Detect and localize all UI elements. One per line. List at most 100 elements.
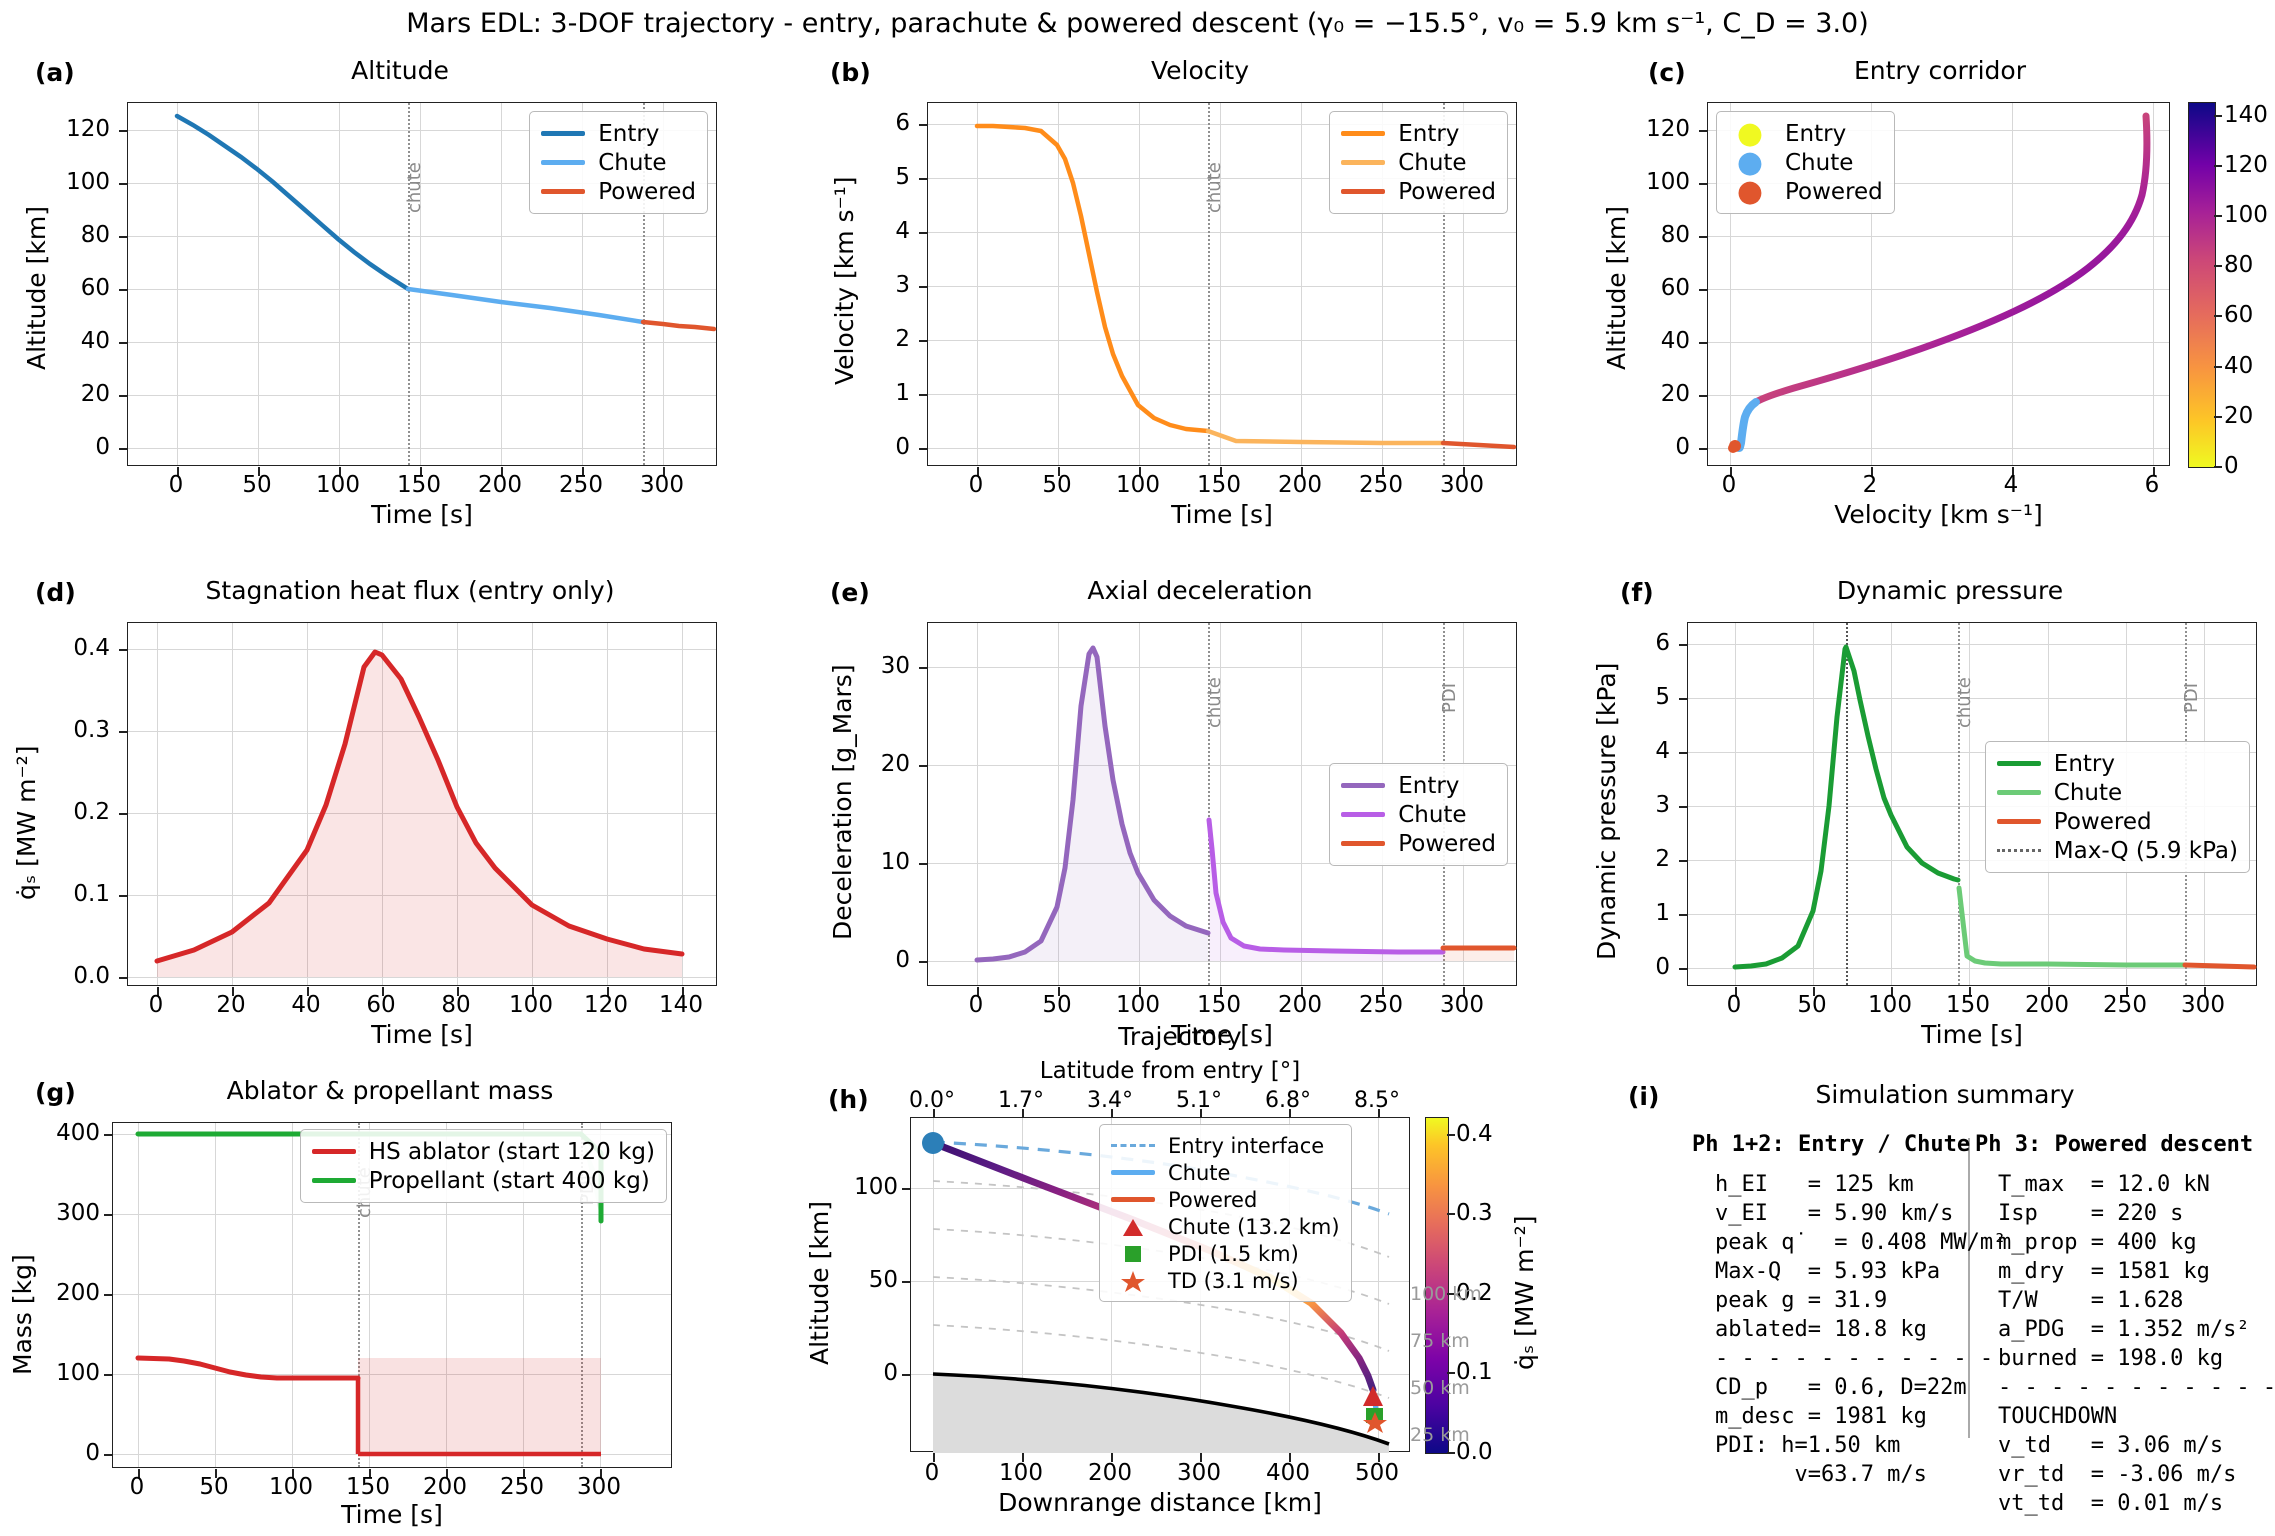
- panel-i-right-line-4: T/W = 1.628: [1998, 1288, 2184, 1313]
- panel-c-xtick-0: 0: [1721, 472, 1737, 498]
- panel-i-right-line-10: vr_td = -3.06 m/s: [1998, 1462, 2237, 1487]
- legend-label-ablator: HS ablator (start 120 kg): [368, 1138, 655, 1165]
- panel-h-toptick-5: 8.5°: [1354, 1088, 1400, 1113]
- panel-g-label: (g): [35, 1078, 76, 1107]
- panel-c-cbtick-2: 40: [2224, 353, 2254, 379]
- panel-g-xtick-2: 100: [269, 1474, 313, 1500]
- legend-label-chute: Chute: [1785, 149, 1854, 176]
- panel-b-ytick-1: 1: [895, 380, 910, 406]
- panel-a-xtick-1: 50: [242, 472, 272, 498]
- panel-e-xtick-5: 250: [1359, 992, 1403, 1018]
- panel-a-ytick-1: 20: [80, 381, 110, 407]
- legend-label-powered: Powered: [2053, 808, 2152, 835]
- panel-i-left-line-4: peak g = 31.9: [1715, 1288, 1888, 1313]
- legend-row-propellant: Propellant (start 400 kg): [311, 1166, 655, 1195]
- legend-row-ablator: HS ablator (start 120 kg): [311, 1137, 655, 1166]
- panel-d-axes: [119, 622, 717, 996]
- legend-marker-chute-triangle: [1111, 1217, 1155, 1237]
- panel-h-xtick-3: 300: [1177, 1460, 1221, 1486]
- panel-f-xtick-5: 250: [2103, 992, 2147, 1018]
- panel-h-label: (h): [828, 1085, 869, 1114]
- panel-e-ytick-2: 20: [880, 751, 910, 777]
- legend-label-propellant: Propellant (start 400 kg): [368, 1167, 650, 1194]
- panel-i-left-line-5: ablated= 18.8 kg: [1715, 1317, 1927, 1342]
- panel-g-ytick-0: 0: [85, 1440, 100, 1466]
- panel-b-label: (b): [830, 58, 871, 87]
- legend-label-pdi-marker: PDI (1.5 km): [1168, 1241, 1299, 1266]
- panel-e-label: (e): [830, 578, 870, 607]
- panel-a-xtick-4: 200: [478, 472, 522, 498]
- legend-swatch-entry: [1341, 783, 1386, 788]
- panel-c-cbtick-6: 120: [2224, 152, 2268, 178]
- panel-i-right-header: Ph 3: Powered descent: [1975, 1132, 2254, 1157]
- panel-h-cbtick-1: 0.1: [1456, 1359, 1493, 1385]
- legend-row-maxq: Max-Q (5.9 kPa): [1996, 836, 2238, 865]
- panel-e: (e) Axial deceleration chute PDI Entry: [810, 560, 1570, 1049]
- panel-c-ytick-3: 60: [1660, 275, 1690, 301]
- panel-e-ytick-3: 30: [880, 653, 910, 679]
- panel-e-xtick-4: 200: [1278, 992, 1322, 1018]
- panel-f-ytick-6: 6: [1655, 630, 1670, 656]
- legend-row-powered: ● Powered: [1728, 176, 1883, 206]
- panel-g-ytick-3: 300: [56, 1200, 100, 1226]
- panel-a-xtick-0: 0: [168, 472, 184, 498]
- panel-c-title: Entry corridor: [1853, 56, 2026, 85]
- panel-g-title: Ablator & propellant mass: [226, 1076, 554, 1105]
- legend-row-chute: Chute: [1341, 800, 1496, 829]
- panel-a-ytick-4: 80: [80, 222, 110, 248]
- legend-row-powered: Powered: [1996, 807, 2238, 836]
- panel-h-ytick-1: 50: [868, 1267, 898, 1293]
- legend-marker-td-star: [1111, 1270, 1155, 1292]
- panel-f-xtick-2: 100: [1868, 992, 1912, 1018]
- panel-i-left-line-8: m_desc = 1981 kg: [1715, 1404, 1927, 1429]
- panel-g-xtick-4: 200: [423, 1474, 467, 1500]
- legend-label-powered: Powered: [598, 178, 696, 205]
- panel-c-legend: ● Entry ● Chute ● Powered: [1716, 111, 1895, 214]
- panel-d-ytick-3: 0.3: [73, 717, 110, 743]
- panel-b-axes: chute Entry Chute Powered: [919, 102, 1517, 476]
- legend-swatch-entry: [541, 131, 586, 136]
- panel-h-toptick-1: 1.7°: [998, 1088, 1044, 1113]
- panel-b-ytick-3: 3: [895, 272, 910, 298]
- panel-c-xlabel: Velocity [km s⁻¹]: [1834, 500, 2043, 529]
- panel-c-cbtick-5: 100: [2224, 202, 2268, 228]
- panel-h-annot-50km: 50 km: [1410, 1377, 1470, 1399]
- panel-a-ylabel: Altitude [km]: [22, 206, 51, 370]
- panel-i-title: Simulation summary: [1815, 1080, 2075, 1109]
- panel-f-ytick-3: 3: [1655, 792, 1670, 818]
- panel-d-ytick-2: 0.2: [73, 799, 110, 825]
- panel-h-colorbar-label: q̇ₛ [MW m⁻²]: [1510, 1215, 1539, 1370]
- legend-label-chute-marker: Chute (13.2 km): [1168, 1214, 1340, 1239]
- panel-i-left-line-10: v=63.7 m/s: [1715, 1462, 1927, 1487]
- panel-a: (a) Altitude chute Entry Chute Powered: [0, 40, 760, 529]
- panel-e-legend: Entry Chute Powered: [1329, 763, 1508, 866]
- panel-h-cbtick-0: 0.0: [1456, 1439, 1493, 1465]
- panel-e-ytick-0: 0: [895, 947, 910, 973]
- panel-f-xlabel: Time [s]: [1921, 1020, 2023, 1049]
- legend-label-powered: Powered: [1785, 178, 1883, 205]
- panel-c-cbtick-7: 140: [2224, 102, 2268, 128]
- panel-i-left-line-0: h_EI = 125 km: [1715, 1172, 1914, 1197]
- event-line-chute: [408, 103, 410, 465]
- panel-h-annot-75km: 75 km: [1410, 1330, 1470, 1352]
- legend-label-entry: Entry: [2053, 750, 2115, 777]
- panel-c-xtick-3: 6: [2144, 472, 2160, 498]
- panel-i-right-line-7: - - - - - - - - - - -: [1998, 1375, 2275, 1400]
- panel-c-ytick-6: 120: [1646, 116, 1690, 142]
- legend-swatch-ablator: [311, 1149, 356, 1154]
- legend-row-entry-interface: Entry interface: [1111, 1132, 1340, 1159]
- legend-row-pdi-marker: PDI (1.5 km): [1111, 1240, 1340, 1267]
- panel-i-right-line-2: m_prop = 400 kg: [1998, 1230, 2197, 1255]
- legend-row-powered: Powered: [1341, 177, 1496, 206]
- panel-c-xtick-1: 2: [1862, 472, 1878, 498]
- legend-swatch-powered: [1341, 189, 1386, 194]
- panel-b-legend: Entry Chute Powered: [1329, 111, 1508, 214]
- panel-c-cbtick-1: 20: [2224, 403, 2254, 429]
- legend-row-powered: Powered: [541, 177, 696, 206]
- panel-a-xtick-6: 300: [640, 472, 684, 498]
- legend-swatch-powered: [1996, 819, 2041, 824]
- panel-h-ytick-2: 100: [854, 1174, 898, 1200]
- panel-f-xtick-1: 50: [1797, 992, 1827, 1018]
- legend-swatch-propellant: [311, 1178, 356, 1183]
- panel-i-left-line-9: PDI: h=1.50 km: [1715, 1433, 1901, 1458]
